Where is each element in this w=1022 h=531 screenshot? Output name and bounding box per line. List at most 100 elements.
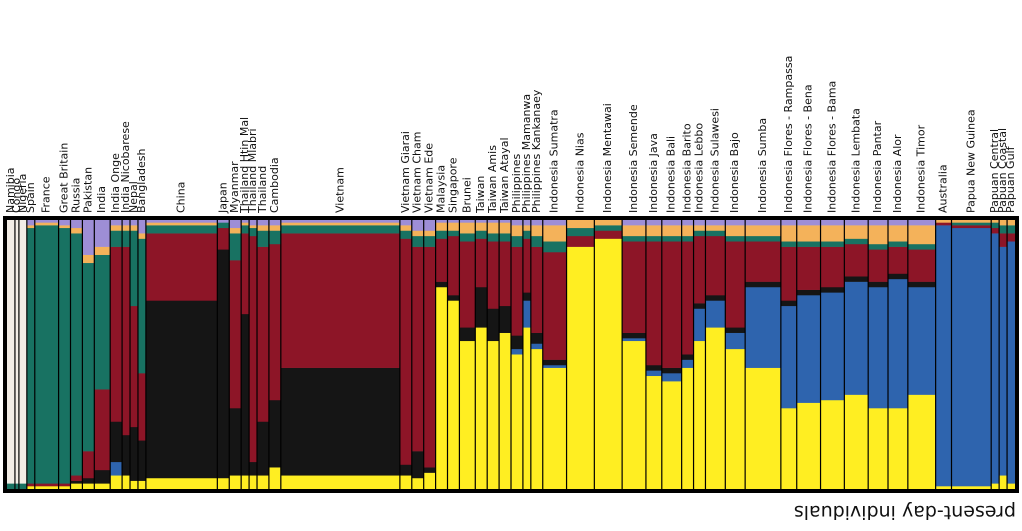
ancestry-segment-component-crimson [498,241,511,307]
population-bar [93,219,111,489]
ancestry-segment-component-lavender [248,219,258,226]
population-bar [399,219,412,489]
ancestry-segment-component-lavender [693,219,706,226]
ancestry-segment-component-lavender [435,219,448,223]
ancestry-segment-component-blue [645,370,662,377]
ancestry-segment-component-green [593,225,623,231]
ancestry-segment-component-black [542,359,567,366]
ancestry-segment-component-lavender [681,219,694,226]
ancestry-segment-component-orange [399,225,412,231]
population-bar [435,219,448,489]
population-bar [693,219,706,489]
ancestry-segment-component-green [1006,225,1015,234]
ancestry-segment-component-green [14,483,19,489]
ancestry-segment-component-crimson [542,251,567,360]
ancestry-segment-component-orange [435,222,448,231]
ancestry-segment-component-black [796,289,821,296]
ancestry-segment-component-crimson [129,305,138,428]
ancestry-segment-component-yellow [109,475,123,489]
population-label: Russia [69,178,82,213]
ancestry-segment-component-yellow [522,327,531,489]
population-label: Spain [24,182,37,213]
ancestry-segment-component-black [486,308,500,342]
ancestry-segment-component-orange [681,225,694,237]
ancestry-segment-component-black [137,440,146,481]
population-label: Myanmar [228,161,241,213]
population-label: Indonesia Barito [681,123,694,213]
ancestry-segment-component-blue [522,300,531,328]
ancestry-segment-component-blue [887,278,908,409]
ancestry-bars [6,219,1015,489]
population-label: Papuan Gulf [1004,145,1017,213]
population-label: China [175,182,188,213]
ancestry-segment-component-orange [724,225,746,237]
ancestry-segment-component-yellow [228,475,242,489]
ancestry-segment-component-yellow [907,394,936,489]
ancestry-segment-component-black [240,313,250,476]
ancestry-segment-component-green [6,483,15,489]
population-bar [522,219,531,489]
population-bar [498,219,511,489]
ancestry-segment-component-crimson [661,241,682,368]
ancestry-segment-component-lavender [70,219,83,229]
population-bar [18,219,27,489]
ancestry-segment-component-green [268,230,281,245]
ancestry-segment-component-lavender [780,219,797,226]
ancestry-segment-component-black [474,286,488,328]
population-bar [447,219,460,489]
population-label: Indonesia Lebbo [693,123,706,213]
ancestry-segment-component-yellow [796,402,821,489]
ancestry-segment-component-orange [693,225,706,231]
ancestry-segment-component-yellow [474,327,488,489]
ancestry-segment-component-crimson [486,241,500,309]
ancestry-segment-component-crimson [145,233,218,301]
ancestry-segment-component-yellow [693,340,706,489]
ancestry-segment-component-black [867,281,889,288]
ancestry-segment-component-crimson [82,451,95,479]
ancestry-segment-component-yellow [256,475,269,489]
ancestry-segment-component-green [411,235,424,247]
ancestry-segment-component-black [228,408,242,476]
ancestry-segment-component-green [109,230,123,247]
population-label: Malaysia [435,165,448,213]
ancestry-segment-component-green [621,235,646,242]
ancestry-segment-component-orange [566,219,595,229]
ancestry-segment-component-green [58,227,71,484]
ancestry-segment-component-lavender [522,219,531,226]
ancestry-segment-component-yellow [70,483,83,489]
ancestry-segment-component-lavender [621,219,646,226]
ancestry-segment-component-blue [510,348,523,355]
ancestry-segment-component-black [645,364,662,371]
ancestry-segment-component-green [693,230,706,237]
population-label: Japan [216,182,229,214]
ancestry-segment-component-orange [474,222,488,231]
ancestry-segment-component-yellow [566,246,595,489]
population-bar [724,219,746,489]
population-label: Indonesia Sulawesi [708,108,721,213]
ancestry-segment-component-blue [990,233,1000,484]
population-bar [867,219,889,489]
ancestry-segment-component-crimson [951,225,992,229]
ancestry-segment-component-lavender [93,219,111,247]
ancestry-segment-component-lavender [216,219,230,223]
population-bar [70,219,83,489]
population-label: Indonesia Pantar [871,120,884,213]
ancestry-segment-component-black [399,464,412,476]
ancestry-segment-component-black [530,332,543,344]
ancestry-segment-component-lavender [58,219,71,226]
ancestry-segment-component-orange [486,222,500,234]
ancestry-segment-component-yellow [93,483,111,489]
ancestry-segment-component-crimson [26,483,35,487]
ancestry-segment-component-blue [820,292,845,401]
ancestry-segment-component-green [280,225,400,234]
ancestry-segment-component-yellow [423,472,436,489]
ancestry-segment-component-black [256,421,269,476]
ancestry-segment-component-orange [951,219,992,223]
ancestry-segment-component-green [542,241,567,253]
ancestry-segment-component-orange [109,225,123,231]
ancestry-segment-component-blue [907,286,936,395]
population-bar [280,219,400,489]
ancestry-segment-component-black [129,426,138,481]
ancestry-segment-component-green [474,230,488,239]
